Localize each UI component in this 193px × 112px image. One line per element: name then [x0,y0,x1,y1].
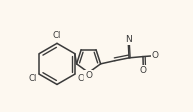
Text: Cl: Cl [77,74,86,83]
Text: O: O [85,71,92,80]
Text: N: N [125,35,132,44]
Text: O: O [152,51,159,60]
Text: Cl: Cl [53,31,61,40]
Text: O: O [140,66,147,75]
Text: Cl: Cl [28,74,36,83]
